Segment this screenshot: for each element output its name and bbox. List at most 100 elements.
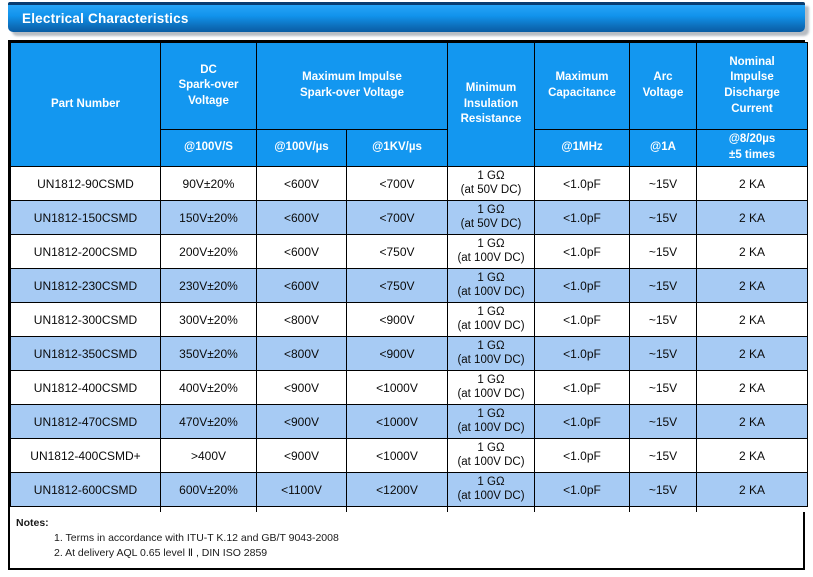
cell-impulse-100v: <600V (256, 234, 347, 269)
cell-arc-voltage: ~15V (629, 268, 697, 303)
cell-impulse-1kv: <1000V (346, 404, 448, 439)
cell-capacitance: <1.0pF (534, 234, 630, 269)
cell-insulation-resistance: 1 GΩ (at 50V DC) (447, 200, 535, 235)
cell-impulse-1kv: <750V (346, 268, 448, 303)
sub-header-8-20us: @8/20µs ±5 times (696, 129, 808, 167)
cell-discharge-current: 2 KA (696, 370, 808, 405)
insulation-condition: (at 100V DC) (457, 251, 525, 264)
cell-impulse-100v: <600V (256, 200, 347, 235)
cell-insulation-resistance: 1 GΩ (at 50V DC) (447, 166, 535, 201)
col-header-part-number: Part Number (10, 42, 161, 167)
cell-capacitance: <1.0pF (534, 166, 630, 201)
col-header-arc-voltage: Arc Voltage (629, 42, 697, 130)
insulation-value: 1 GΩ (477, 237, 505, 250)
cell-capacitance: <1.0pF (534, 404, 630, 439)
cell-impulse-100v: <900V (256, 370, 347, 405)
insulation-value: 1 GΩ (477, 203, 505, 216)
insulation-value: 1 GΩ (477, 475, 505, 488)
cell-dc-sparkover: 350V±20% (160, 336, 257, 371)
cell-dc-sparkover: 230V±20% (160, 268, 257, 303)
cell-impulse-1kv: <750V (346, 234, 448, 269)
cell-impulse-1kv: <900V (346, 302, 448, 337)
cell-part-number: UN1812-350CSMD (10, 336, 161, 371)
cell-capacitance: <1.0pF (534, 370, 630, 405)
cell-impulse-100v: <800V (256, 302, 347, 337)
table-row: UN1812-90CSMD 90V±20% <600V <700V 1 GΩ (… (10, 166, 808, 201)
cell-insulation-resistance: 1 GΩ (at 100V DC) (447, 370, 535, 405)
table-row: UN1812-350CSMD 350V±20% <800V <900V 1 GΩ… (10, 336, 808, 371)
cell-capacitance: <1.0pF (534, 200, 630, 235)
insulation-condition: (at 100V DC) (457, 353, 525, 366)
cell-impulse-100v: <600V (256, 268, 347, 303)
cell-discharge-current: 2 KA (696, 302, 808, 337)
cell-impulse-1kv: <700V (346, 166, 448, 201)
insulation-value: 1 GΩ (477, 169, 505, 182)
cell-discharge-current: 2 KA (696, 268, 808, 303)
cell-discharge-current: 2 KA (696, 200, 808, 235)
cell-part-number: UN1812-470CSMD (10, 404, 161, 439)
cell-discharge-current: 2 KA (696, 166, 808, 201)
cell-impulse-100v: <600V (256, 166, 347, 201)
cell-arc-voltage: ~15V (629, 336, 697, 371)
col-header-dc-sparkover: DC Spark-over Voltage (160, 42, 257, 130)
insulation-condition: (at 100V DC) (457, 285, 525, 298)
table-row: UN1812-400CSMD+ >400V <900V <1000V 1 GΩ … (10, 438, 808, 473)
cell-discharge-current: 2 KA (696, 472, 808, 507)
cell-arc-voltage: ~15V (629, 166, 697, 201)
table-header: Part Number DC Spark-over Voltage Maximu… (10, 42, 808, 167)
cell-part-number: UN1812-200CSMD (10, 234, 161, 269)
cell-capacitance: <1.0pF (534, 302, 630, 337)
cell-insulation-resistance: 1 GΩ (at 100V DC) (447, 302, 535, 337)
insulation-condition: (at 100V DC) (457, 319, 525, 332)
sub-header-1a: @1A (629, 129, 697, 167)
insulation-condition: (at 100V DC) (457, 421, 525, 434)
cell-dc-sparkover: 200V±20% (160, 234, 257, 269)
cell-capacitance: <1.0pF (534, 268, 630, 303)
table-row: UN1812-470CSMD 470V±20% <900V <1000V 1 G… (10, 404, 808, 439)
cell-impulse-1kv: <1000V (346, 370, 448, 405)
cell-part-number: UN1812-600CSMD (10, 472, 161, 507)
insulation-condition: (at 100V DC) (457, 489, 525, 502)
cell-dc-sparkover: 90V±20% (160, 166, 257, 201)
cell-capacitance: <1.0pF (534, 438, 630, 473)
cell-discharge-current: 2 KA (696, 234, 808, 269)
col-header-min-insulation: Minimum Insulation Resistance (447, 42, 535, 167)
insulation-value: 1 GΩ (477, 271, 505, 284)
cell-dc-sparkover: 300V±20% (160, 302, 257, 337)
insulation-value: 1 GΩ (477, 373, 505, 386)
cell-insulation-resistance: 1 GΩ (at 100V DC) (447, 438, 535, 473)
cell-part-number: UN1812-150CSMD (10, 200, 161, 235)
cell-arc-voltage: ~15V (629, 302, 697, 337)
insulation-value: 1 GΩ (477, 441, 505, 454)
cell-discharge-current: 2 KA (696, 438, 808, 473)
cell-impulse-1kv: <700V (346, 200, 448, 235)
cell-part-number: UN1812-400CSMD (10, 370, 161, 405)
insulation-condition: (at 50V DC) (460, 183, 522, 196)
cell-capacitance: <1.0pF (534, 336, 630, 371)
cell-part-number: UN1812-400CSMD+ (10, 438, 161, 473)
col-header-max-impulse: Maximum Impulse Spark-over Voltage (256, 42, 448, 130)
cell-dc-sparkover: 150V±20% (160, 200, 257, 235)
electrical-characteristics-table-frame: Part Number DC Spark-over Voltage Maximu… (8, 40, 808, 570)
electrical-characteristics-table: Part Number DC Spark-over Voltage Maximu… (10, 42, 808, 512)
cell-part-number: UN1812-90CSMD (10, 166, 161, 201)
cell-arc-voltage: ~15V (629, 234, 697, 269)
table-body: UN1812-90CSMD 90V±20% <600V <700V 1 GΩ (… (10, 166, 808, 507)
insulation-value: 1 GΩ (477, 339, 505, 352)
cell-insulation-resistance: 1 GΩ (at 100V DC) (447, 472, 535, 507)
insulation-condition: (at 100V DC) (457, 455, 525, 468)
notes-label: Notes: (16, 517, 49, 529)
cell-insulation-resistance: 1 GΩ (at 100V DC) (447, 404, 535, 439)
sub-header-1kv-us: @1KV/µs (346, 129, 448, 167)
cell-capacitance: <1.0pF (534, 472, 630, 507)
cell-impulse-1kv: <1000V (346, 438, 448, 473)
sub-header-100v-s: @100V/S (160, 129, 257, 167)
table-row: UN1812-200CSMD 200V±20% <600V <750V 1 GΩ… (10, 234, 808, 269)
cell-insulation-resistance: 1 GΩ (at 100V DC) (447, 336, 535, 371)
sub-header-1mhz: @1MHz (534, 129, 630, 167)
cell-dc-sparkover: 400V±20% (160, 370, 257, 405)
table-row: UN1812-150CSMD 150V±20% <600V <700V 1 GΩ… (10, 200, 808, 235)
col-header-max-capacitance: Maximum Capacitance (534, 42, 630, 130)
cell-impulse-1kv: <900V (346, 336, 448, 371)
notes-section: Notes: 1. Terms in accordance with ITU-T… (10, 512, 803, 568)
